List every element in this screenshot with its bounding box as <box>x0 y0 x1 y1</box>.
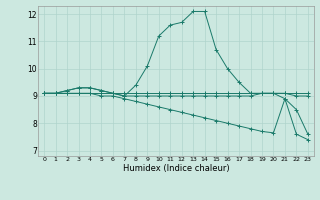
X-axis label: Humidex (Indice chaleur): Humidex (Indice chaleur) <box>123 164 229 173</box>
